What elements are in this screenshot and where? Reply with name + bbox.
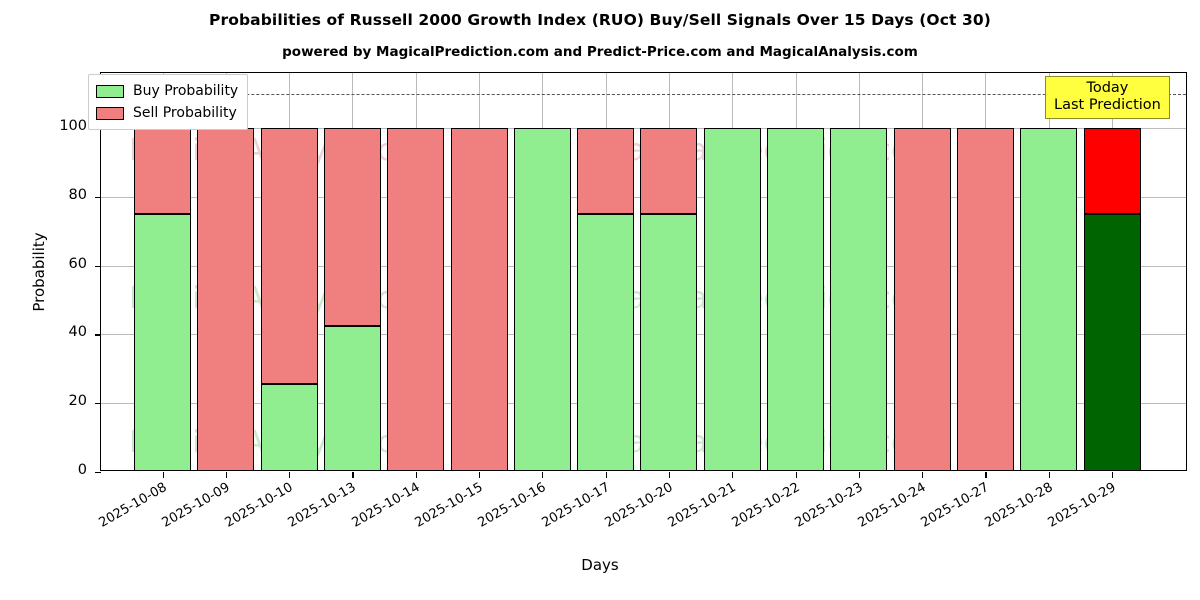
bar-2025-10-08[interactable]: [134, 73, 191, 470]
bar-2025-10-16[interactable]: [513, 73, 571, 470]
bar-segment-buy: [640, 214, 698, 470]
bar-2025-10-13[interactable]: [323, 73, 381, 470]
legend-item-sell[interactable]: Sell Probability: [96, 102, 238, 124]
bar-2025-10-09[interactable]: [197, 73, 255, 470]
bar-segment-buy: [323, 325, 381, 470]
bar-segment-buy: [513, 128, 571, 470]
x-axis-tick: [542, 472, 544, 478]
x-axis-tick: [795, 472, 797, 478]
bar-segment-sell: [893, 128, 951, 470]
x-axis-tick: [1112, 472, 1114, 478]
plot-area: MagicalAnalysis.comMagicalPrediction.com…: [30, 72, 1187, 478]
bar-2025-10-20[interactable]: [640, 73, 698, 470]
y-axis-tick: [95, 334, 101, 336]
today-annotation-line2: Last Prediction: [1054, 97, 1161, 114]
chart-legend: Buy Probability Sell Probability: [88, 74, 249, 130]
y-axis-tick: [95, 403, 101, 405]
bar-segment-buy: [577, 214, 635, 470]
y-axis-tick-label: 60: [68, 255, 87, 272]
x-axis-tick: [605, 472, 607, 478]
x-axis-tick: [162, 472, 164, 478]
bar-2025-10-28[interactable]: [1020, 73, 1078, 470]
legend-item-buy[interactable]: Buy Probability: [96, 80, 238, 102]
bar-2025-10-29[interactable]: [1083, 73, 1141, 470]
y-axis-tick: [95, 472, 101, 474]
bar-segment-sell: [387, 128, 445, 470]
bar-2025-10-27[interactable]: [956, 73, 1014, 470]
x-axis-tick: [415, 472, 417, 478]
reference-dashed-line: [101, 93, 1186, 95]
today-annotation-line1: Today: [1086, 80, 1129, 96]
bar-2025-10-23[interactable]: [830, 73, 888, 470]
bar-segment-buy: [1083, 214, 1141, 470]
y-axis-tick-label: 80: [68, 186, 87, 203]
x-axis-tick: [289, 472, 291, 478]
y-axis-tick: [95, 196, 101, 198]
bar-2025-10-21[interactable]: [703, 73, 761, 470]
bar-segment-buy: [134, 214, 191, 470]
bar-2025-10-14[interactable]: [387, 73, 445, 470]
bar-segment-sell: [450, 128, 508, 470]
bar-2025-10-17[interactable]: [577, 73, 635, 470]
bar-2025-10-22[interactable]: [767, 73, 824, 470]
x-axis-tick: [732, 472, 734, 478]
chart-title: Probabilities of Russell 2000 Growth Ind…: [209, 11, 991, 29]
today-annotation: Today Last Prediction: [1045, 76, 1170, 120]
chart-subtitle: powered by MagicalPrediction.com and Pre…: [282, 44, 918, 60]
x-axis-tick: [985, 472, 987, 478]
y-axis-tick: [95, 265, 101, 267]
bar-segment-sell: [134, 128, 191, 214]
y-axis-tick-label: 40: [68, 324, 87, 341]
bar-segment-buy: [1020, 128, 1078, 470]
bar-segment-sell: [260, 128, 318, 385]
y-axis-tick-label: 100: [59, 118, 87, 134]
legend-label-buy: Buy Probability: [133, 83, 239, 99]
x-axis-tick: [352, 472, 354, 478]
bar-segment-sell: [1083, 128, 1141, 214]
bar-2025-10-10[interactable]: [260, 73, 318, 470]
x-axis-tick: [922, 472, 924, 478]
plot-inner: MagicalAnalysis.comMagicalPrediction.com…: [101, 73, 1186, 470]
legend-swatch-sell: [96, 106, 124, 120]
legend-swatch-buy: [96, 84, 124, 98]
bar-segment-buy: [767, 128, 824, 470]
bar-segment-buy: [260, 384, 318, 470]
bar-2025-10-24[interactable]: [893, 73, 951, 470]
x-axis-tick: [479, 472, 481, 478]
x-axis-tick: [1048, 472, 1050, 478]
bar-segment-sell: [956, 128, 1014, 470]
bar-segment-sell: [197, 128, 255, 470]
bar-segment-buy: [830, 128, 888, 470]
x-axis-tick: [668, 472, 671, 478]
legend-label-sell: Sell Probability: [133, 105, 237, 121]
bar-segment-sell: [577, 128, 635, 214]
x-axis-tick: [225, 472, 227, 478]
bar-segment-sell: [640, 128, 698, 214]
bar-segment-sell: [323, 128, 381, 326]
bar-segment-buy: [703, 128, 761, 470]
x-axis-tick: [858, 472, 860, 478]
bar-2025-10-15[interactable]: [450, 73, 508, 470]
x-axis-title: Days: [581, 556, 619, 574]
y-axis-tick-label: 0: [77, 462, 87, 478]
y-axis-tick-label: 20: [68, 393, 87, 410]
